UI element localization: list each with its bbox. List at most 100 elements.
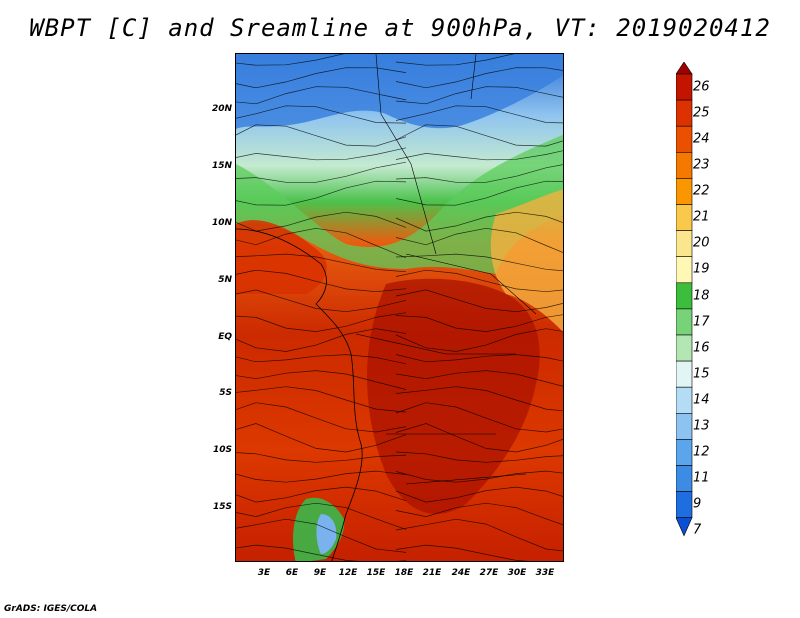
colorbar-segment xyxy=(676,99,693,127)
streamline xyxy=(236,544,407,561)
streamline xyxy=(236,54,345,66)
colorbar-label-26: 26 xyxy=(693,79,710,95)
streamline xyxy=(236,147,407,161)
streamline xyxy=(395,164,563,183)
streamline xyxy=(236,518,407,553)
colorbar-segment xyxy=(676,125,693,153)
colorbar-segment xyxy=(676,282,693,310)
streamline xyxy=(395,502,563,526)
streamline xyxy=(395,518,563,552)
streamline xyxy=(236,423,407,453)
colorbar-segment xyxy=(676,204,693,231)
lon-label-27e: 27E xyxy=(479,568,499,578)
core-heat-region xyxy=(367,278,540,514)
colorbar-segment xyxy=(676,386,693,414)
streamline xyxy=(395,314,563,332)
lon-label-12e: 12E xyxy=(338,568,358,578)
streamline xyxy=(395,423,563,453)
streamlines xyxy=(236,54,563,561)
colorbar-label-18: 18 xyxy=(693,288,710,304)
streamline xyxy=(395,354,563,363)
lon-label-33e: 33E xyxy=(535,568,555,578)
streamline xyxy=(236,486,407,503)
streamline xyxy=(395,54,515,66)
streamline xyxy=(236,470,407,483)
streamline xyxy=(236,370,407,390)
lon-label-6e: 6E xyxy=(285,568,299,578)
streamline xyxy=(236,211,407,232)
colorbar-label-9: 9 xyxy=(693,496,702,512)
colorbar xyxy=(676,62,693,537)
streamline xyxy=(236,105,407,124)
warm-west-region xyxy=(236,220,327,294)
colorbar-label-20: 20 xyxy=(693,235,710,251)
colorbar-label-19: 19 xyxy=(693,261,710,277)
lon-label-15e: 15E xyxy=(366,568,386,578)
streamline xyxy=(395,124,563,147)
streamline xyxy=(395,253,563,272)
streamline xyxy=(236,253,407,273)
streamline xyxy=(236,328,407,352)
streamline xyxy=(395,486,563,503)
colorbar-label-13: 13 xyxy=(693,418,710,434)
lat-label-20n: 20N xyxy=(211,104,232,114)
green-band xyxy=(236,134,563,274)
streamline xyxy=(395,211,563,232)
streamline xyxy=(395,105,563,124)
colorbar-bottom-arrow xyxy=(676,517,693,537)
colorbar-label-25: 25 xyxy=(693,105,710,121)
colorbar-segment xyxy=(676,465,693,492)
streamline xyxy=(395,227,563,253)
colorbar-segment xyxy=(676,491,693,519)
streamline xyxy=(395,86,563,105)
streamline xyxy=(236,502,407,530)
streamline xyxy=(236,86,407,105)
lat-label-5n: 5N xyxy=(218,275,232,285)
streamline xyxy=(236,289,407,313)
colorbar-segments xyxy=(676,62,693,537)
colorbar-segment xyxy=(676,308,693,336)
wbpt-streamline-map xyxy=(235,53,564,562)
streamline xyxy=(395,289,563,313)
colorbar-label-12: 12 xyxy=(693,444,710,460)
streamline xyxy=(236,452,407,463)
colorbar-segment xyxy=(676,412,693,440)
colorbar-label-14: 14 xyxy=(693,392,710,408)
lon-label-24e: 24E xyxy=(451,568,471,578)
streamline xyxy=(236,124,407,147)
colorbar-label-7: 7 xyxy=(693,522,702,538)
streamline xyxy=(395,269,563,293)
streamline xyxy=(236,180,407,206)
colorbar-label-21: 21 xyxy=(693,209,710,225)
colorbar-top-arrow xyxy=(676,62,693,75)
lon-label-30e: 30E xyxy=(507,568,527,578)
map-field xyxy=(236,54,563,561)
colorbar-label-24: 24 xyxy=(693,131,710,147)
colorbar-label-22: 22 xyxy=(693,183,710,199)
streamline xyxy=(395,451,563,463)
lat-label-eq: EQ xyxy=(218,332,232,342)
streamline xyxy=(236,161,407,183)
lat-label-5s: 5S xyxy=(219,388,232,398)
streamline xyxy=(395,67,563,89)
lon-label-3e: 3E xyxy=(257,568,271,578)
streamline xyxy=(236,67,407,89)
cold-air-region xyxy=(236,54,563,129)
coastline xyxy=(236,228,363,561)
streamline xyxy=(395,386,563,412)
streamline xyxy=(236,354,407,365)
colorbar-segment xyxy=(676,178,693,205)
lat-label-15n: 15N xyxy=(211,161,232,171)
streamline xyxy=(236,386,407,413)
streamline xyxy=(395,180,563,206)
plot-title: WBPT [C] and Sreamline at 900hPa, VT: 20… xyxy=(29,14,771,42)
grads-credit: GrADS: IGES/COLA xyxy=(4,604,98,614)
streamline xyxy=(236,227,407,259)
colorbar-label-23: 23 xyxy=(693,157,710,173)
lon-label-9e: 9E xyxy=(313,568,327,578)
streamline xyxy=(395,402,563,433)
colorbar-label-16: 16 xyxy=(693,340,710,356)
colorbar-segment xyxy=(676,256,693,284)
political-borders xyxy=(355,54,537,485)
lon-label-21e: 21E xyxy=(422,568,442,578)
